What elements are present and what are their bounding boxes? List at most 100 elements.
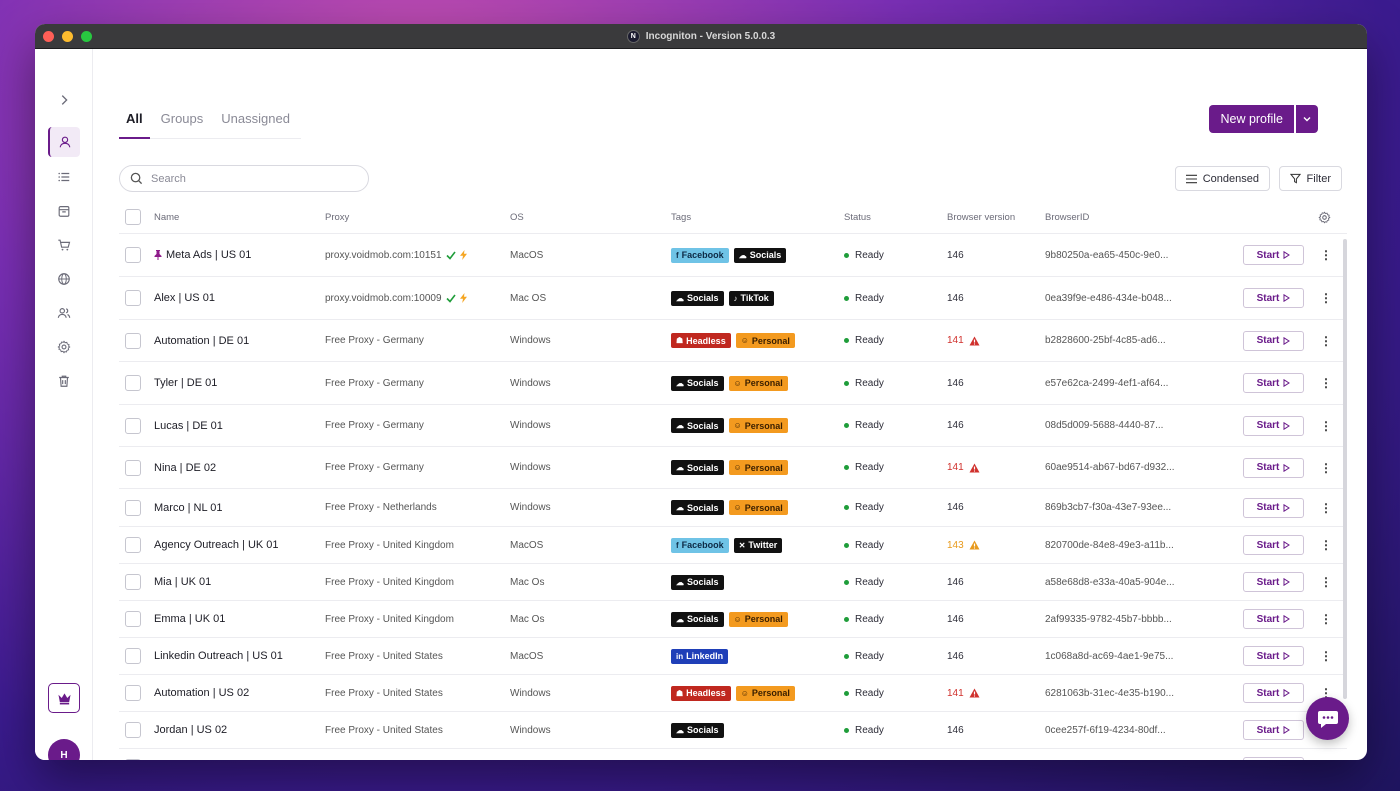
start-button[interactable]: Start (1243, 683, 1304, 703)
tag-badge[interactable]: ☺ Personal (728, 375, 788, 391)
table-row[interactable]: Marco | NL 01 Free Proxy - Netherlands Win… (119, 489, 1347, 527)
col-status[interactable]: Status (844, 211, 871, 223)
table-row[interactable]: Automation | DE 01 Free Proxy - Germany Wi… (119, 320, 1347, 362)
tag-badge[interactable]: ☺ Personal (728, 460, 788, 475)
sidebar-item-trash[interactable] (48, 366, 80, 396)
col-name[interactable]: Name (154, 211, 180, 223)
more-options-button[interactable]: ⋮ (1320, 500, 1332, 515)
sidebar-item-list[interactable] (48, 162, 80, 192)
tag-badge[interactable]: ☗ Headless (671, 685, 731, 701)
table-row[interactable]: Nina | DE 02 Free Proxy - Germany Windows ☁… (119, 447, 1347, 489)
tab-all[interactable]: All (119, 109, 150, 139)
more-options-button[interactable]: ⋮ (1320, 291, 1332, 305)
profile-name[interactable]: Linkedin Outreach | US 01 (154, 650, 283, 662)
close-window-button[interactable] (43, 31, 54, 42)
tag-badge[interactable]: in LinkedIn (671, 648, 729, 664)
start-button[interactable]: Start (1243, 646, 1304, 666)
row-checkbox[interactable] (125, 537, 141, 553)
more-options-button[interactable]: ⋮ (1320, 248, 1332, 262)
table-row[interactable]: Emma | UK 01 Free Proxy - United Kingdom M… (119, 601, 1347, 638)
profile-name[interactable]: Automation | US 02 (154, 687, 250, 699)
select-all-checkbox[interactable] (125, 209, 141, 225)
table-row[interactable]: Meta Ads | US 01 proxy.voidmob.com:10151 M… (119, 234, 1347, 277)
sidebar-item-team[interactable] (48, 298, 80, 328)
start-button[interactable]: Start (1243, 720, 1304, 740)
profile-name[interactable]: Alex | US 01 (154, 292, 215, 304)
tag-badge[interactable]: ☗ Headless (671, 333, 731, 348)
start-button[interactable]: Start (1243, 457, 1304, 478)
tag-badge[interactable]: ☁Socials (671, 759, 724, 760)
sidebar-item-cart[interactable] (48, 230, 80, 260)
filter-button[interactable]: Filter (1278, 166, 1342, 191)
col-tags[interactable]: Tags (671, 211, 692, 223)
new-profile-dropdown-button[interactable] (1296, 105, 1318, 133)
table-row[interactable]: Linkedin Outreach | US 01 Free Proxy - Un… (119, 638, 1347, 675)
tag-badge[interactable]: ☁Socials (671, 611, 724, 627)
minimize-window-button[interactable] (62, 31, 73, 42)
table-row[interactable]: Agency Outreach | UK 01 Free Proxy - Unit… (119, 527, 1347, 564)
maximize-window-button[interactable] (81, 31, 92, 42)
upgrade-button[interactable] (48, 683, 80, 713)
sidebar-item-profiles[interactable] (48, 127, 80, 157)
profile-name[interactable]: Marco | NL 01 (154, 501, 223, 514)
row-checkbox[interactable] (125, 574, 141, 590)
tag-badge[interactable]: ☁Socials (671, 500, 724, 515)
start-button[interactable]: Start (1243, 535, 1304, 555)
avatar[interactable]: H (48, 739, 80, 760)
row-checkbox[interactable] (125, 611, 141, 627)
table-row[interactable]: Automation | US 02 Free Proxy - United St… (119, 675, 1347, 712)
profile-name[interactable]: Lucas | DE 01 (154, 419, 223, 432)
row-checkbox[interactable] (125, 499, 141, 516)
more-options-button[interactable]: ⋮ (1320, 686, 1332, 700)
table-row[interactable]: Alex | US 01 proxy.voidmob.com:10009 Mac O… (119, 277, 1347, 320)
row-checkbox[interactable] (125, 290, 141, 306)
tag-badge[interactable]: ☁Socials (671, 574, 724, 590)
row-checkbox[interactable] (125, 759, 141, 760)
tag-badge[interactable]: ♪ TikTok (728, 290, 774, 306)
tag-badge[interactable]: f Facebook (671, 247, 729, 263)
col-os[interactable]: OS (510, 211, 524, 223)
scrollbar[interactable] (1343, 239, 1347, 699)
more-options-button[interactable]: ⋮ (1320, 376, 1332, 390)
tag-badge[interactable]: ☁Socials (671, 375, 724, 391)
sidebar-item-store[interactable] (48, 196, 80, 226)
tag-badge[interactable]: ☺ Personal (728, 500, 788, 515)
row-checkbox[interactable] (125, 722, 141, 738)
condensed-button[interactable]: Condensed (1174, 166, 1270, 191)
more-options-button[interactable]: ⋮ (1320, 575, 1332, 589)
row-checkbox[interactable] (125, 375, 141, 391)
start-button[interactable]: Start (1243, 245, 1304, 265)
start-button[interactable]: Start (1243, 757, 1304, 760)
tag-badge[interactable]: ☺ Personal (735, 685, 795, 701)
chat-support-button[interactable] (1306, 697, 1349, 740)
table-row[interactable]: Tyler | DE 01 Free Proxy - Germany Windows… (119, 362, 1347, 405)
new-profile-button[interactable]: New profile (1209, 105, 1294, 133)
more-options-button[interactable]: ⋮ (1320, 418, 1332, 433)
profile-name[interactable]: Tyler | DE 01 (154, 377, 218, 389)
tag-badge[interactable]: ☁Socials (733, 247, 787, 263)
profile-name[interactable]: Automation | DE 01 (154, 334, 250, 347)
tag-badge[interactable]: f Facebook (671, 537, 729, 553)
sidebar-item-proxies[interactable] (48, 264, 80, 294)
tag-badge[interactable]: ✕ Twitter (733, 537, 783, 553)
col-proxy[interactable]: Proxy (325, 211, 350, 223)
col-browser-id[interactable]: BrowserID (1045, 211, 1090, 223)
row-checkbox[interactable] (125, 648, 141, 664)
profile-name[interactable]: Agency Outreach | UK 01 (154, 539, 279, 551)
profile-name[interactable]: Meta Ads | US 01 (166, 249, 252, 261)
tag-badge[interactable]: ☁Socials (671, 418, 724, 433)
expand-sidebar-button[interactable] (48, 85, 80, 115)
profile-name[interactable]: Emma | UK 01 (154, 613, 226, 625)
profile-name[interactable]: Nina | DE 02 (154, 461, 217, 474)
start-button[interactable]: Start (1243, 415, 1304, 436)
table-row[interactable]: Lucas | DE 01 Free Proxy - Germany Windows… (119, 405, 1347, 447)
tag-badge[interactable]: ☺ Personal (728, 611, 788, 627)
row-checkbox[interactable] (125, 417, 141, 434)
row-checkbox[interactable] (125, 247, 141, 263)
tag-badge[interactable]: ☺ Personal (735, 333, 795, 348)
row-checkbox[interactable] (125, 459, 141, 476)
profile-name[interactable]: Mia | UK 01 (154, 576, 212, 588)
tag-badge[interactable]: ☁Socials (671, 460, 724, 475)
col-browser-version[interactable]: Browser version (947, 211, 1016, 223)
